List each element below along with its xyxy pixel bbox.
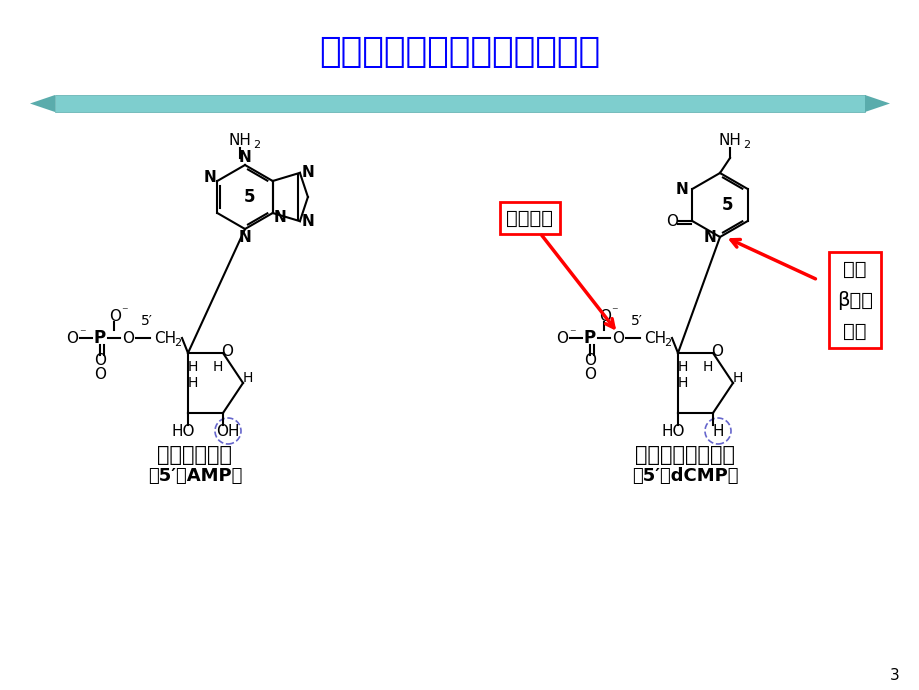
Text: H: H bbox=[212, 360, 223, 374]
Text: 5: 5 bbox=[244, 188, 255, 206]
Text: 核糖核苷酸和脱氧核糖核苷酸: 核糖核苷酸和脱氧核糖核苷酸 bbox=[319, 35, 600, 69]
Text: 2: 2 bbox=[253, 140, 260, 150]
Text: OH: OH bbox=[216, 424, 240, 439]
Text: ⁻: ⁻ bbox=[79, 328, 85, 340]
Text: O: O bbox=[555, 331, 567, 346]
Polygon shape bbox=[30, 95, 55, 112]
Text: O: O bbox=[710, 344, 722, 359]
Text: O: O bbox=[122, 331, 134, 346]
Text: H: H bbox=[732, 371, 743, 385]
Text: 磷酸酯键: 磷酸酯键 bbox=[506, 208, 553, 228]
Text: P: P bbox=[94, 329, 106, 347]
Text: （5′－dCMP）: （5′－dCMP） bbox=[631, 467, 737, 485]
Text: 5′: 5′ bbox=[141, 314, 153, 328]
Text: O: O bbox=[66, 331, 78, 346]
Text: 5′: 5′ bbox=[630, 314, 642, 328]
Text: 胞嘧啶脱氧核苷酸: 胞嘧啶脱氧核苷酸 bbox=[634, 445, 734, 465]
Text: O: O bbox=[611, 331, 623, 346]
Text: O: O bbox=[665, 213, 677, 228]
Text: H: H bbox=[711, 424, 723, 439]
Text: O: O bbox=[221, 344, 233, 359]
Text: CH: CH bbox=[153, 331, 176, 346]
Text: O: O bbox=[584, 366, 596, 382]
Text: 2: 2 bbox=[743, 140, 750, 150]
Text: HO: HO bbox=[171, 424, 195, 439]
Text: O: O bbox=[94, 366, 106, 382]
Text: N: N bbox=[238, 230, 251, 244]
Text: NH: NH bbox=[228, 132, 251, 148]
Text: N: N bbox=[238, 150, 251, 164]
Text: 均为
β－糖
苷键: 均为 β－糖 苷键 bbox=[836, 259, 872, 340]
Text: 3: 3 bbox=[890, 667, 899, 682]
Text: H: H bbox=[187, 360, 198, 374]
Text: 2: 2 bbox=[175, 338, 181, 348]
Text: P: P bbox=[584, 329, 596, 347]
Text: NH: NH bbox=[718, 132, 741, 148]
Text: O: O bbox=[94, 353, 106, 368]
Text: N: N bbox=[301, 166, 314, 180]
Text: ⁻: ⁻ bbox=[120, 306, 127, 319]
Text: O: O bbox=[598, 308, 610, 324]
Text: H: H bbox=[187, 376, 198, 390]
Text: 腺嘌呤核苷酸: 腺嘌呤核苷酸 bbox=[157, 445, 233, 465]
Text: O: O bbox=[584, 353, 596, 368]
Text: 5: 5 bbox=[721, 196, 733, 214]
Text: H: H bbox=[677, 360, 687, 374]
Text: N: N bbox=[675, 181, 688, 197]
Polygon shape bbox=[864, 95, 889, 112]
Text: HO: HO bbox=[661, 424, 684, 439]
Text: 2: 2 bbox=[664, 338, 671, 348]
Text: H: H bbox=[677, 376, 687, 390]
Text: N: N bbox=[273, 210, 286, 224]
Text: O: O bbox=[108, 308, 121, 324]
Text: CH: CH bbox=[643, 331, 665, 346]
Text: N: N bbox=[703, 230, 716, 244]
Text: H: H bbox=[243, 371, 253, 385]
Bar bbox=[55, 95, 864, 112]
Text: H: H bbox=[702, 360, 712, 374]
Text: N: N bbox=[204, 170, 217, 184]
Text: （5′－AMP）: （5′－AMP） bbox=[148, 467, 242, 485]
Text: ⁻: ⁻ bbox=[610, 306, 617, 319]
Text: ⁻: ⁻ bbox=[568, 328, 574, 340]
Text: N: N bbox=[301, 214, 314, 228]
